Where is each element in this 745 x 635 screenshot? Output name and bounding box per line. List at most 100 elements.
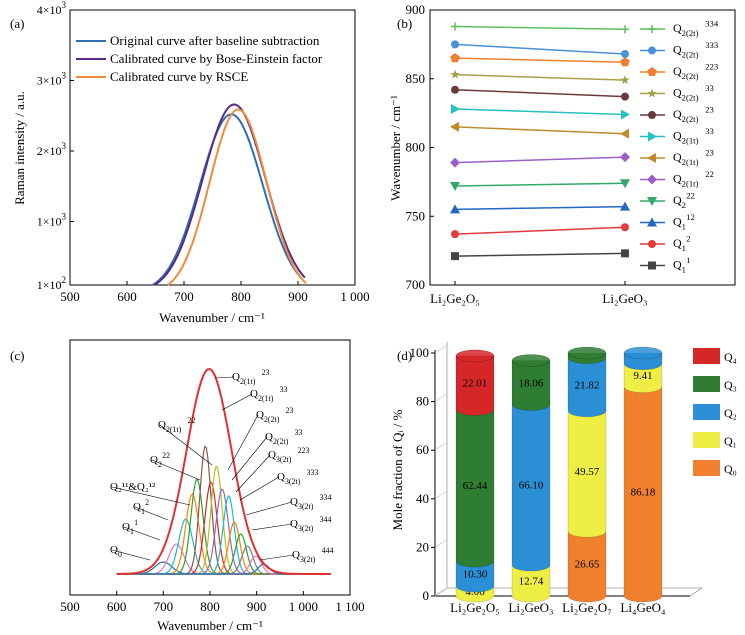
d-ytick-label: 60 (416, 442, 429, 457)
b-series-line (454, 205, 626, 211)
c-annotation-label: Q2(2t)23 (256, 406, 294, 424)
b-marker (620, 128, 629, 139)
b-legend-label: Q2(2t)23 (673, 105, 714, 125)
c-annotation-label: Q3(2t)334 (290, 493, 332, 511)
c-annotation-label: Q2(1t)33 (250, 385, 288, 403)
a-xtick-label: 500 (60, 289, 80, 304)
c-annotation-leader (227, 414, 259, 471)
a-ytick-label: 1×102 (37, 275, 66, 292)
c-annotation-label: Q3(2t)444 (292, 546, 334, 564)
b-marker (621, 92, 629, 101)
panel-d-bars: 4.0610.3062.4422.0112.7466.1018.0626.654… (455, 346, 663, 603)
panel-a-frame (69, 9, 356, 286)
panel-b: (b) Wavenumber / cm⁻¹ 700 750 800 850 900 Li₂… (388, 2, 736, 306)
c-annotation-leader (111, 549, 151, 561)
d-bar-value-label: 49.57 (575, 466, 600, 478)
a-ytick-label: 3×103 (37, 71, 67, 88)
c-xtick-label: 900 (247, 599, 267, 614)
a-series-line (167, 108, 307, 286)
d-bar-segment (567, 530, 607, 603)
c-xtick-label: 1 100 (335, 599, 364, 614)
b-marker (451, 252, 459, 261)
a-xtick-label: 1 000 (340, 289, 369, 304)
b-marker (648, 25, 656, 33)
d-xtick-label: Li₂GeO₃ (508, 600, 553, 615)
b-xtick-label: Li₂Ge₂O₅ (430, 291, 480, 306)
panel-d-ylabel: Mole fraction of Qᵢ / % (390, 409, 405, 530)
c-xtick-label: 800 (200, 599, 220, 614)
b-marker (648, 131, 657, 142)
c-xtick-label: 600 (107, 599, 127, 614)
d-bar-value-label: 10.30 (463, 569, 488, 581)
c-annotation-leader (123, 526, 161, 541)
d-grid-depth (434, 344, 448, 354)
b-marker (451, 85, 459, 94)
d-bar-value-label: 18.06 (519, 377, 544, 389)
panel-a-ticks: 500 600 700 800 900 1 000 1×102 1×103 2×103 3×103… (37, 0, 370, 304)
d-legend-swatch (693, 376, 720, 392)
b-marker (648, 46, 656, 55)
d-ytick-label: 20 (416, 539, 429, 554)
b-marker (648, 261, 656, 270)
d-legend-swatch (693, 404, 720, 420)
c-annotation-leader (159, 424, 213, 466)
d-grid-depth (434, 441, 448, 451)
c-annotation-label: Q12 (133, 498, 149, 516)
b-marker (451, 40, 459, 49)
panel-b-series (450, 22, 630, 261)
d-xtick-label: Li₂Ge₂O₇ (562, 600, 612, 615)
b-marker (647, 197, 657, 206)
c-xtick-label: 1 000 (289, 599, 318, 614)
d-bar-segment (455, 409, 495, 568)
b-marker (451, 230, 459, 239)
c-annotation-label: Q222 (150, 451, 170, 469)
d-bar-value-label: 62.44 (463, 480, 488, 492)
c-annotation-leader (235, 454, 271, 493)
c-annotation-leader (214, 376, 235, 379)
a-xtick-label: 700 (174, 289, 194, 304)
panel-d: (d) Mole fraction of Qᵢ / % 0 20 40 60 80 100… (390, 342, 737, 615)
b-marker (620, 179, 630, 189)
c-xtick-label: 700 (154, 599, 174, 614)
panel-d-frame: 0 20 40 60 80 100 Li₂Ge₂O₅ Li₂GeO₃ Li₂Ge₂O₇ Li₄Ge… (410, 342, 703, 615)
a-xtick-label: 900 (288, 289, 308, 304)
d-depth-right (689, 587, 703, 597)
d-bar-segment (623, 386, 663, 603)
a-series-line (152, 113, 302, 286)
b-marker (450, 204, 460, 214)
b-xtick-label: Li₂GeO₃ (602, 291, 647, 306)
d-bar-value-label: 66.10 (519, 480, 544, 492)
b-ytick-label: 800 (406, 140, 426, 155)
c-annotation-label: Q3(2t)223 (268, 446, 310, 464)
b-marker (621, 249, 629, 258)
c-annotation-leader (245, 501, 293, 516)
panel-c-xlabel: Wavenumber / cm⁻¹ (157, 618, 263, 633)
c-annotation-label: Q0 (110, 544, 122, 559)
a-ytick-label: 4×103 (37, 0, 67, 17)
panel-c-ticks: 500 600 700 800 900 1 000 1 100 (60, 591, 365, 614)
b-marker (450, 69, 460, 79)
c-annotation-label: Q11 (122, 518, 138, 536)
c-annotation-label: Q₂¹¹&Q₂¹² (110, 481, 156, 493)
panel-c: (c) Wavenumber / cm⁻¹ 500 600 700 800 900 1 0… (10, 339, 365, 633)
b-marker (647, 88, 657, 98)
a-xtick-label: 600 (117, 289, 137, 304)
panel-b-legend: Q2(2t)334Q2(2t)333Q2(2t)223Q2(2t)33Q2(2t… (640, 19, 719, 275)
c-envelope-curve (116, 367, 331, 575)
d-bar-value-label: 21.82 (575, 379, 600, 391)
c-annotation-leader (259, 554, 295, 561)
d-bar-cap (511, 354, 551, 367)
b-series-line (454, 43, 626, 55)
b-marker (647, 174, 657, 185)
b-ytick-label: 900 (406, 2, 426, 17)
d-ytick-label: 40 (416, 491, 429, 506)
panel-a-legend: Original curve after baseline subtractio… (76, 33, 323, 84)
b-marker (451, 22, 459, 31)
panel-a-xlabel: Wavenumber / cm⁻¹ (159, 310, 265, 325)
panel-b-label: (b) (397, 16, 412, 31)
d-bar-value-label: 26.65 (575, 559, 600, 571)
b-legend-label: Q12 (673, 234, 691, 254)
a-legend-label: Calibrated curve by RSCE (110, 69, 248, 84)
d-bar-segment (623, 363, 663, 393)
